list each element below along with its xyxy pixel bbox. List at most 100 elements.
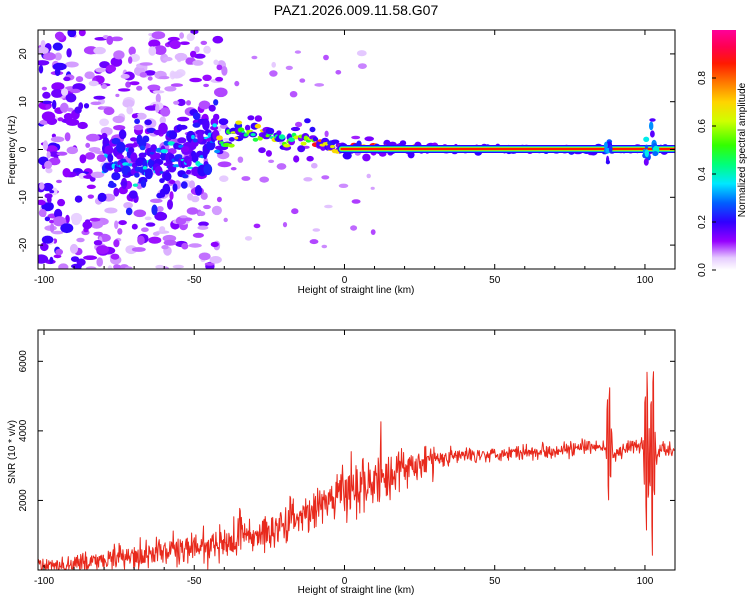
spectrogram-ridge-halo xyxy=(116,141,126,153)
snr-y-label: SNR (10 * v/v) xyxy=(7,420,18,484)
spectrogram-noise-blob xyxy=(126,106,133,115)
spectrogram-disruption xyxy=(652,151,659,157)
spectrogram-ridge-core xyxy=(122,162,130,167)
spectrogram-ridge-halo xyxy=(192,112,201,120)
spectrogram-noise-blob xyxy=(148,39,161,48)
spectrogram-noise-blob xyxy=(41,100,53,105)
spectrogram-disruption xyxy=(644,144,649,149)
spectrogram-noise-blob xyxy=(123,202,133,209)
colorbar-tick-label: 0.0 xyxy=(697,263,708,277)
spectrogram-noise-blob xyxy=(83,103,90,109)
spectrogram-ridge-halo xyxy=(140,179,147,188)
spectrogram-noise-blob xyxy=(101,84,108,89)
spectrogram-ridge-halo xyxy=(330,139,340,144)
spectrogram-noise-blob xyxy=(204,262,215,266)
spectrogram-noise-blob xyxy=(215,76,224,82)
spectrogram-ridge-halo xyxy=(158,122,168,135)
spectrogram-noise-blob xyxy=(198,100,211,110)
spectrogram-noise-blob xyxy=(197,225,209,230)
spectrogram-ridge-halo xyxy=(146,127,156,134)
spectrogram-ridge-core xyxy=(160,149,168,154)
spectrogram-noise-blob xyxy=(155,264,165,269)
spectrogram-noise-blob xyxy=(38,254,49,264)
spectrogram-ridge-halo xyxy=(167,199,173,210)
spectrogram-noise-blob xyxy=(110,36,123,42)
spectrogram-noise-blob xyxy=(186,33,195,42)
spectrogram-noise-blob xyxy=(73,168,82,173)
spectrogram-ridge-core xyxy=(254,123,262,129)
spectrogram-noise-blob xyxy=(200,40,208,46)
spectrogram-noise-blob xyxy=(309,239,319,245)
spectrogram-ridge-halo xyxy=(128,190,138,199)
spectrogram-noise-blob xyxy=(216,64,223,71)
spectrogram-ridge-halo xyxy=(362,153,371,162)
spectrogram-noise-blob xyxy=(159,116,166,125)
spectrogram-noise-blob xyxy=(52,99,57,110)
spectrogram-ridge-core xyxy=(216,135,223,141)
spectrogram-ridge-halo xyxy=(144,119,152,126)
spectrogram-ridge-halo xyxy=(203,163,213,176)
spectrogram-noise-blob xyxy=(114,220,119,229)
spectrogram-ridge-core xyxy=(108,180,114,186)
spectrogram-noise-blob xyxy=(40,40,46,49)
spectrogram-noise-blob xyxy=(271,61,277,68)
x-tick-label: 50 xyxy=(489,275,501,286)
spectrogram-noise-blob xyxy=(46,145,58,154)
spectrogram-noise-blob xyxy=(70,256,80,262)
spectrogram-ridge-halo xyxy=(312,136,319,142)
spectrogram-noise-blob xyxy=(268,159,275,163)
spectrogram-ridge-halo xyxy=(113,187,120,197)
spectrogram-ridge-halo xyxy=(162,183,171,195)
spectrogram-noise-blob xyxy=(139,62,153,66)
spectrogram-ridge-core xyxy=(191,134,195,140)
spectrogram-ridge-core xyxy=(303,135,309,141)
spectrogram-noise-blob xyxy=(311,162,318,169)
spectrogram-ridge-halo xyxy=(120,181,127,186)
spectrogram-noise-blob xyxy=(198,252,211,261)
spectrogram-noise-blob xyxy=(133,209,147,218)
spectrogram-disruption xyxy=(649,121,654,131)
spectrogram-noise-blob xyxy=(122,99,135,108)
spectrogram-noise-blob xyxy=(186,207,199,215)
spectrogram-ridge-halo xyxy=(154,165,163,176)
spectrogram-ridge-halo xyxy=(197,131,204,143)
spectrogram-ridge-core xyxy=(250,133,256,137)
colorbar-tick-label: 0.4 xyxy=(697,167,708,181)
spectrogram-disruption xyxy=(603,141,608,150)
spectrogram-noise-blob xyxy=(141,227,149,232)
spectrogram-noise-blob xyxy=(179,215,188,219)
spectrogram-noise-blob xyxy=(70,212,83,224)
spectrogram-ridge-core xyxy=(235,120,243,125)
spectrogram-noise-blob xyxy=(210,241,219,248)
spectrogram-ridge-core xyxy=(139,145,146,151)
spectrogram-ridge-core xyxy=(142,165,148,171)
spectrogram-noise-blob xyxy=(93,46,106,55)
spectrogram-ridge-core xyxy=(192,138,198,143)
spectrogram-ridge-core xyxy=(172,164,180,168)
spectrogram-ridge-halo xyxy=(134,172,140,178)
spectrogram-ridge-halo xyxy=(118,129,127,140)
spectrogram-noise-blob xyxy=(314,83,325,87)
spectrogram-noise-blob xyxy=(45,104,51,110)
spectrogram-noise-blob xyxy=(54,31,65,41)
spectrogram-noise-blob xyxy=(57,198,66,207)
colorbar-ticks: 0.0 0.2 0.4 0.6 0.8 xyxy=(697,71,716,277)
spectrogram-noise-blob xyxy=(203,83,210,88)
spectrogram-x-label: Height of straight line (km) xyxy=(298,285,415,296)
spectrogram-noise-blob xyxy=(113,239,120,248)
spectrogram-ridge-halo xyxy=(130,137,137,142)
spectrogram-ridge-halo xyxy=(247,115,255,121)
figure-title: PAZ1.2026.009.11.58.G07 xyxy=(274,2,439,18)
spectrogram-noise-blob xyxy=(219,175,229,182)
spectrogram-noise-blob xyxy=(51,187,58,196)
spectrogram-noise-blob xyxy=(44,216,51,222)
spectrogram-noise-blob xyxy=(58,263,69,269)
spectrogram-ridge-core xyxy=(305,139,311,143)
spectrogram-noise-blob xyxy=(177,116,190,122)
spectrogram-ridge-halo xyxy=(228,137,235,142)
spectrogram-noise-blob xyxy=(45,167,53,174)
spectrogram-ridge-halo xyxy=(168,130,178,140)
spectrogram-noise-blob xyxy=(52,216,67,227)
spectrogram-noise-blob xyxy=(79,154,87,164)
spectrogram-ridge-halo xyxy=(186,158,192,167)
